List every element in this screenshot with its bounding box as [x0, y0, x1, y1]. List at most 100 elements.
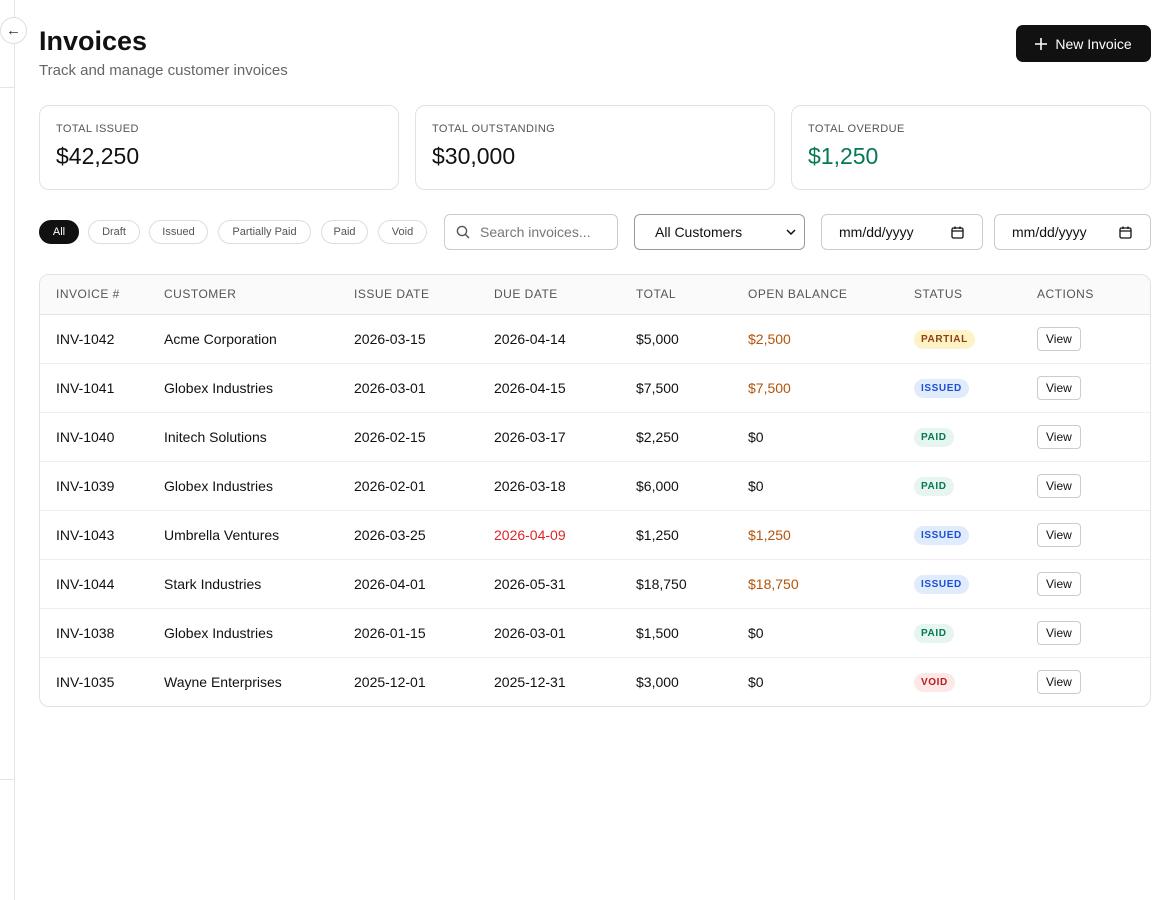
- table-body: INV-1042 Acme Corporation 2026-03-15 2026-0…: [40, 314, 1150, 706]
- column-header: INVOICE #: [40, 275, 164, 315]
- table-cell: $6,000: [636, 461, 748, 511]
- table-cell: Acme Corporation: [164, 314, 354, 364]
- date-placeholder: mm/dd/yyyy: [1012, 224, 1087, 240]
- invoices-table: INVOICE # CUSTOMER ISSUE DATE DUE DATE TOTAL…: [39, 274, 1151, 707]
- view-button[interactable]: View: [1037, 473, 1081, 498]
- table-cell: Globex Industries: [164, 461, 354, 511]
- table-cell: Wayne Enterprises: [164, 673, 282, 690]
- calendar-icon: [1119, 226, 1132, 239]
- column-header: TOTAL: [636, 275, 748, 315]
- date-placeholder: mm/dd/yyyy: [839, 224, 914, 240]
- column-header: CUSTOMER: [164, 275, 354, 315]
- table-cell: 2026-01-15: [354, 608, 494, 658]
- date-input[interactable]: mm/dd/yyyy: [821, 214, 983, 250]
- table-cell: $18,750: [636, 559, 748, 609]
- table-cell: $1,250: [748, 510, 914, 560]
- chevron-icon: [786, 229, 796, 235]
- view-button[interactable]: View: [1037, 620, 1081, 645]
- table-cell: $2,500: [748, 314, 914, 364]
- table-cell: View: [1037, 412, 1150, 462]
- table-cell: VOID: [914, 657, 1037, 706]
- table-cell: ISSUED: [914, 559, 1037, 609]
- view-button[interactable]: View: [1037, 522, 1081, 547]
- stat-label: TOTAL ISSUED: [56, 123, 139, 135]
- table-cell: PARTIAL: [914, 314, 1037, 364]
- table-cell: PAID: [914, 461, 1037, 511]
- stat-card: TOTAL OVERDUE $1,250: [791, 105, 1151, 190]
- table-cell: INV-1040: [40, 412, 164, 462]
- table-cell: PAID: [914, 608, 1037, 658]
- invoice-row: INV-1044 Stark Industries 2026-04-01 2026-0…: [40, 559, 1150, 609]
- table-cell: $18,750: [748, 559, 914, 609]
- new-invoice-button[interactable]: New Invoice: [1016, 25, 1151, 62]
- stat-value: $30,000: [432, 143, 516, 169]
- table-cell: View: [1037, 461, 1150, 511]
- status-badge: ISSUED: [914, 574, 969, 594]
- table-cell: 2026-03-18: [494, 461, 636, 511]
- status-badge: PARTIAL: [914, 329, 975, 349]
- table-cell: Globex Industries: [164, 608, 354, 658]
- filter-chip[interactable]: Void: [378, 220, 427, 244]
- view-button[interactable]: View: [1037, 571, 1081, 596]
- stat-label: TOTAL OUTSTANDING: [432, 123, 556, 135]
- table-cell: INV-1039: [40, 461, 164, 511]
- table-cell: $7,500: [748, 363, 914, 413]
- table-cell: View: [1037, 608, 1150, 658]
- view-button[interactable]: View: [1037, 669, 1081, 694]
- column-header: ISSUE DATE: [354, 275, 494, 315]
- invoice-row: INV-1040 Initech Solutions 2026-02-15 2026-…: [40, 412, 1150, 462]
- table-cell: View: [1037, 510, 1150, 560]
- table-cell: View: [1037, 657, 1150, 706]
- table-cell: INV-1041: [40, 363, 164, 413]
- sidebar-divider: [0, 87, 14, 88]
- column-header: ACTIONS: [1037, 275, 1150, 315]
- status-badge: PAID: [914, 476, 954, 496]
- table-cell: Initech Solutions: [164, 412, 354, 462]
- filter-chip[interactable]: Partially Paid: [218, 220, 311, 244]
- view-button[interactable]: View: [1037, 424, 1081, 449]
- customer-select[interactable]: All Customers: [634, 214, 805, 250]
- search-icon: [456, 225, 470, 239]
- select-value: All Customers: [655, 224, 743, 240]
- table-cell: $1,250: [636, 510, 748, 560]
- table-cell: ISSUED: [914, 363, 1037, 413]
- invoice-row: INV-1035 Wayne Enterprises 2025-12-01 2025-…: [40, 657, 1150, 706]
- column-header: STATUS: [914, 275, 1037, 315]
- filter-chip[interactable]: All: [39, 220, 79, 244]
- invoice-row: INV-1039 Globex Industries 2026-02-01 2026-…: [40, 461, 1150, 511]
- filter-chip[interactable]: Paid: [321, 220, 368, 244]
- header-row: INVOICE # CUSTOMER ISSUE DATE DUE DATE TOTAL…: [40, 275, 1150, 315]
- view-button[interactable]: View: [1037, 375, 1081, 400]
- table-cell: $7,500: [636, 363, 748, 413]
- sidebar-divider: [0, 779, 14, 780]
- table-cell: 2026-04-09: [494, 510, 636, 560]
- table-cell: 2026-03-17: [494, 412, 636, 462]
- status-badge: PAID: [914, 427, 954, 447]
- filter-chip[interactable]: Draft: [88, 220, 140, 244]
- search-placeholder: Search invoices...: [480, 224, 591, 240]
- column-header: OPEN BALANCE: [748, 275, 914, 315]
- stat-card: TOTAL OUTSTANDING $30,000: [415, 105, 775, 190]
- search-input[interactable]: Search invoices...: [444, 214, 618, 250]
- status-badge: VOID: [914, 672, 955, 692]
- view-button[interactable]: View: [1037, 326, 1081, 351]
- table-cell: $3,000: [636, 673, 679, 690]
- table: INVOICE # CUSTOMER ISSUE DATE DUE DATE TOTAL…: [40, 275, 1150, 706]
- filter-chip[interactable]: Issued: [149, 220, 208, 244]
- invoice-row: INV-1041 Globex Industries 2026-03-01 2026-…: [40, 363, 1150, 413]
- table-cell: 2026-04-15: [494, 363, 636, 413]
- table-cell: $0: [748, 608, 914, 658]
- table-cell: INV-1043: [40, 510, 164, 560]
- page-title: Invoices: [39, 26, 148, 56]
- table-cell: 2026-03-25: [354, 510, 494, 560]
- status-badge: PAID: [914, 623, 954, 643]
- table-cell: View: [1037, 314, 1150, 364]
- plus-icon: [1035, 37, 1048, 50]
- date-input[interactable]: mm/dd/yyyy: [994, 214, 1151, 250]
- back-button[interactable]: ←: [0, 17, 27, 44]
- table-cell: Stark Industries: [164, 559, 354, 609]
- status-badge: ISSUED: [914, 525, 969, 545]
- status-badge: ISSUED: [914, 378, 969, 398]
- stat-label: TOTAL OVERDUE: [808, 123, 905, 135]
- table-cell: Umbrella Ventures: [164, 510, 354, 560]
